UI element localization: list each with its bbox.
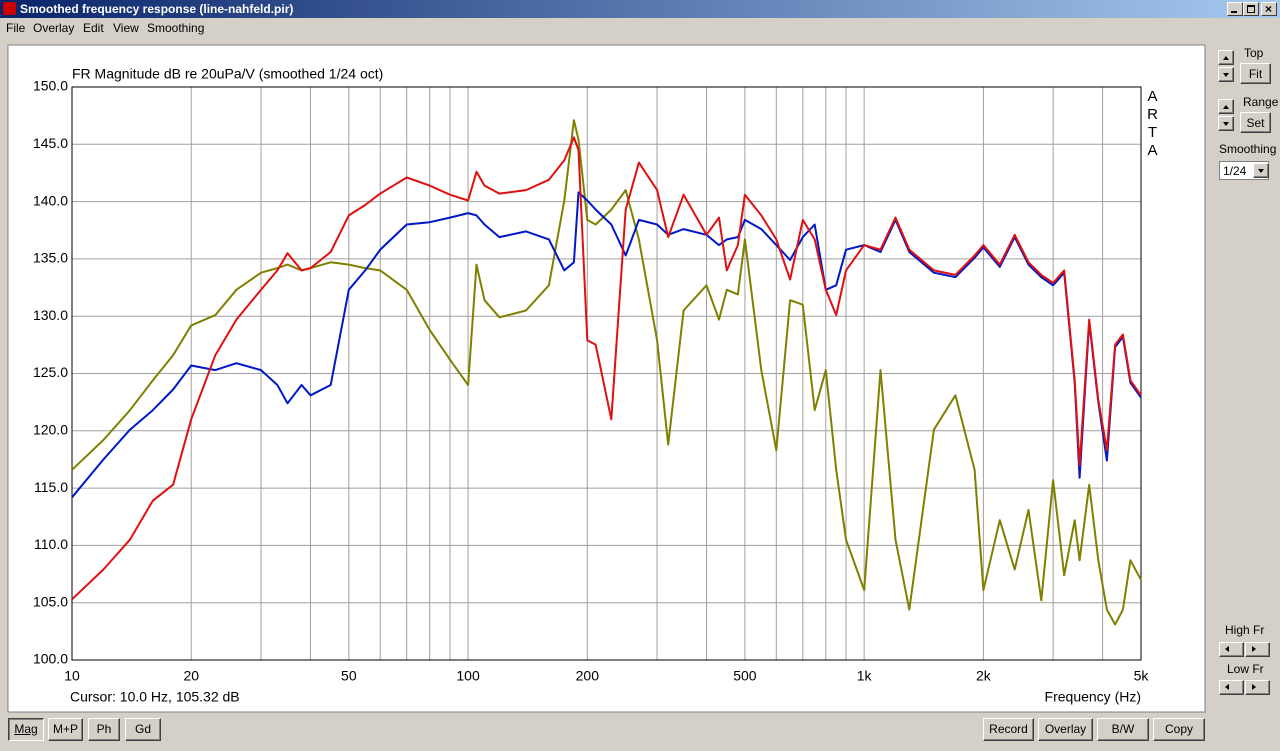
x-tick-label: 500 — [733, 668, 757, 684]
y-tick-label: 100.0 — [33, 651, 68, 667]
tab-button[interactable]: Gd — [125, 718, 161, 741]
y-tick-label: 140.0 — [33, 192, 68, 208]
y-tick-label: 145.0 — [33, 135, 68, 151]
x-tick-label: 2k — [976, 668, 992, 684]
low-fr-left[interactable] — [1219, 680, 1244, 695]
plot-frame — [71, 86, 1142, 661]
x-tick-label: 200 — [576, 668, 600, 684]
x-tick-label: 5k — [1134, 668, 1150, 684]
y-tick-label: 150.0 — [33, 78, 68, 94]
close-button[interactable]: × — [1261, 2, 1277, 16]
menu-item[interactable]: Edit — [83, 21, 104, 35]
title-bar: Smoothed frequency response (line-nahfel… — [0, 0, 1280, 18]
y-tick-label: 115.0 — [34, 479, 68, 495]
tab-button[interactable]: Mag — [8, 718, 44, 741]
menu-item[interactable]: View — [113, 21, 139, 35]
overlay-button[interactable]: Overlay — [1038, 718, 1093, 741]
range-label: Range — [1243, 95, 1279, 109]
x-tick-label: 10 — [64, 668, 80, 684]
x-tick-label: 50 — [341, 668, 357, 684]
range-up[interactable] — [1218, 99, 1234, 114]
restore-button[interactable] — [1243, 2, 1259, 16]
tab-button[interactable]: M+P — [48, 718, 83, 741]
chart-panel — [7, 44, 1206, 713]
y-tick-label: 130.0 — [33, 307, 68, 323]
y-tick-label: 105.0 — [33, 593, 68, 609]
range-down[interactable] — [1218, 116, 1234, 131]
menu-item[interactable]: File — [6, 21, 26, 35]
copy-button[interactable]: Copy — [1153, 718, 1205, 741]
fit-button[interactable]: Fit — [1240, 63, 1271, 84]
set-button[interactable]: Set — [1240, 112, 1271, 133]
series-line — [71, 191, 1142, 498]
x-tick-label: 20 — [183, 668, 199, 684]
window-title: Smoothed frequency response (line-nahfel… — [20, 2, 294, 16]
low-fr-label: Low Fr — [1227, 662, 1264, 676]
x-axis-label: Frequency (Hz) — [1045, 689, 1141, 705]
x-tick-label: 100 — [456, 668, 480, 684]
low-fr-right[interactable] — [1245, 680, 1270, 695]
series-line — [71, 136, 1142, 601]
x-tick-label: 1k — [857, 668, 873, 684]
smoothing-value: 1/24 — [1223, 164, 1247, 178]
top-up[interactable] — [1218, 50, 1234, 65]
high-fr-right[interactable] — [1245, 642, 1270, 657]
smoothing-select[interactable]: 1/24 — [1219, 161, 1269, 180]
minimize-button[interactable] — [1227, 2, 1243, 16]
smoothing-label: Smoothing — [1219, 142, 1277, 156]
app-icon — [3, 2, 16, 15]
cursor-readout: Cursor: 10.0 Hz, 105.32 dB — [70, 689, 240, 705]
record-button[interactable]: Record — [983, 718, 1034, 741]
y-tick-label: 125.0 — [33, 364, 68, 380]
watermark: ARTA — [1144, 88, 1161, 160]
menu-item[interactable]: Overlay — [33, 21, 75, 35]
top-label: Top — [1244, 46, 1264, 60]
y-tick-label: 135.0 — [33, 250, 68, 266]
high-fr-left[interactable] — [1219, 642, 1244, 657]
top-down[interactable] — [1218, 67, 1234, 82]
chart-title: FR Magnitude dB re 20uPa/V (smoothed 1/2… — [72, 66, 383, 82]
select-arrow[interactable] — [1253, 163, 1269, 178]
y-tick-label: 120.0 — [33, 422, 68, 438]
tab-button[interactable]: Ph — [88, 718, 120, 741]
bw-button[interactable]: B/W — [1097, 718, 1149, 741]
y-tick-label: 110.0 — [34, 536, 68, 552]
high-fr-label: High Fr — [1225, 623, 1265, 637]
menu-item[interactable]: Smoothing — [147, 21, 205, 35]
